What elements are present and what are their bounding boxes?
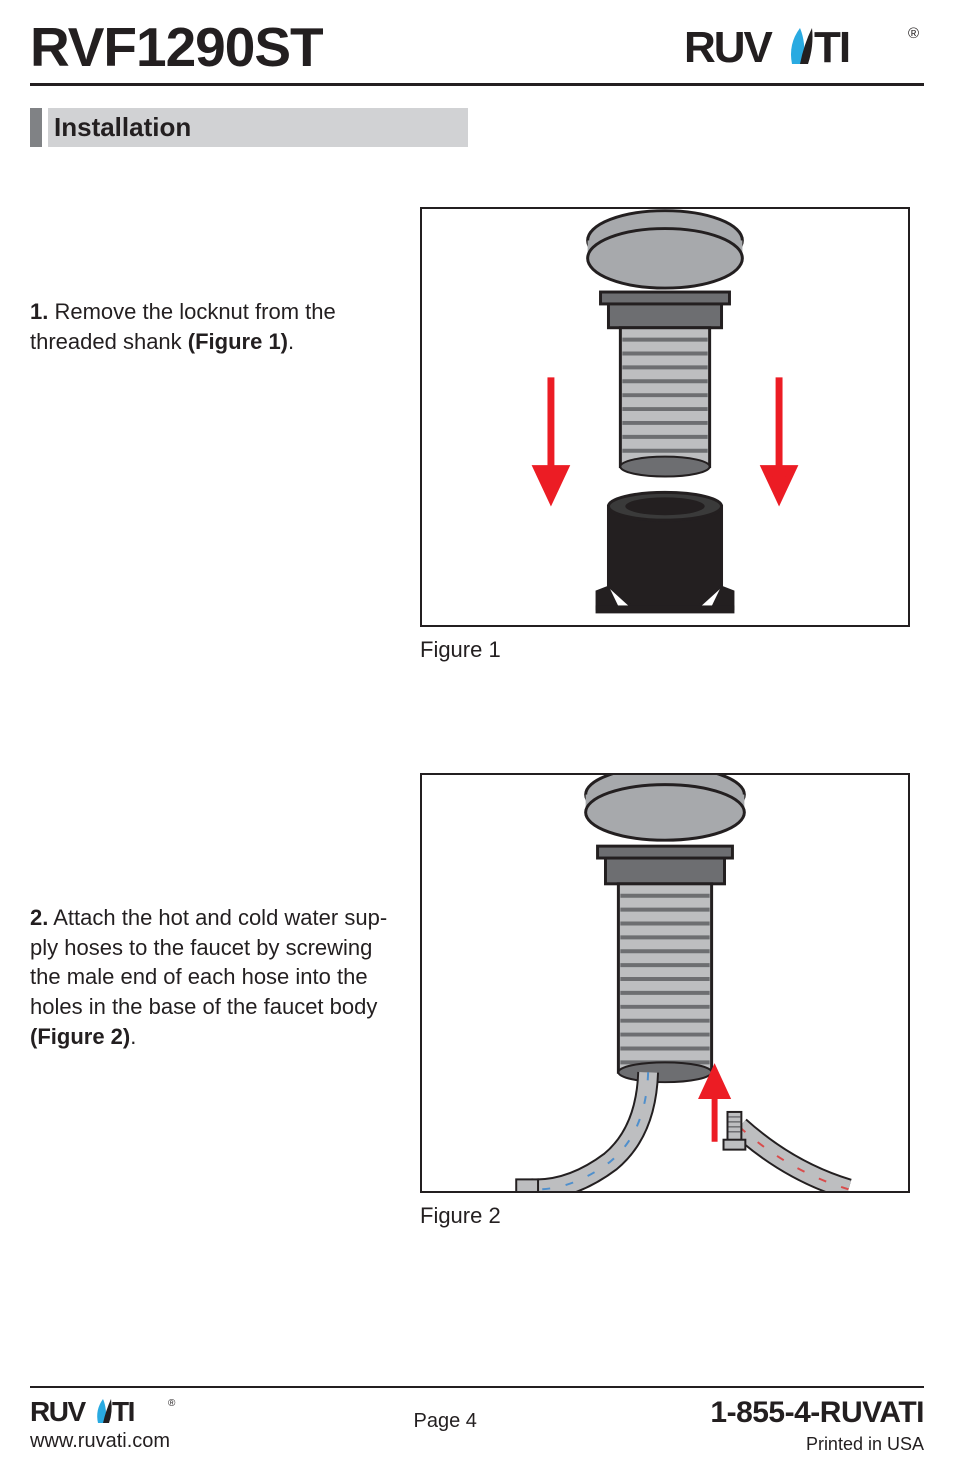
svg-text:TI: TI <box>814 24 849 72</box>
footer-website: www.ruvati.com <box>30 1430 180 1453</box>
svg-text:RUV: RUV <box>30 1396 86 1427</box>
svg-text:RUV: RUV <box>684 24 774 72</box>
brand-logo: RUV TI ® <box>684 24 924 77</box>
figure-1-column: Figure 1 <box>420 207 910 663</box>
step-2-period: . <box>130 1024 136 1049</box>
figure-1-caption: Figure 1 <box>420 637 910 663</box>
step-2-row: 2. Attach the hot and cold water sup­ply… <box>30 773 924 1229</box>
svg-text:®: ® <box>168 1398 176 1409</box>
footer-logo: RUV TI ® <box>30 1396 180 1428</box>
step-2-ref: (Figure 2) <box>30 1024 130 1049</box>
step-2-number: 2. <box>30 905 48 930</box>
footer-left: RUV TI ® www.ruvati.com <box>30 1396 180 1453</box>
figure-2-box <box>420 773 910 1193</box>
section-accent-bar <box>30 108 42 147</box>
figure-2-column: Figure 2 <box>420 773 910 1229</box>
content-area: 1. Remove the locknut from the threaded … <box>30 207 924 1229</box>
footer-page-number: Page 4 <box>414 1396 477 1433</box>
section-header: Installation <box>30 108 924 147</box>
step-1-number: 1. <box>30 299 48 324</box>
page-header: RVF1290ST RUV TI ® <box>30 20 924 86</box>
figure-1-box <box>420 207 910 627</box>
step-1-text: 1. Remove the locknut from the threaded … <box>30 207 400 356</box>
section-title: Installation <box>48 108 468 147</box>
step-2-text: 2. Attach the hot and cold water sup­ply… <box>30 773 400 1051</box>
step-1-row: 1. Remove the locknut from the threaded … <box>30 207 924 663</box>
footer-printed: Printed in USA <box>710 1434 924 1455</box>
page-footer: RUV TI ® www.ruvati.com Page 4 1-855-4-R… <box>30 1386 924 1455</box>
svg-text:®: ® <box>908 25 919 42</box>
model-number: RVF1290ST <box>30 20 323 75</box>
footer-right: 1-855-4-RUVATI Printed in USA <box>710 1396 924 1455</box>
svg-text:TI: TI <box>112 1396 134 1427</box>
footer-phone: 1-855-4-RUVATI <box>710 1396 924 1430</box>
step-1-period: . <box>288 329 294 354</box>
step-1-ref: (Figure 1) <box>188 329 288 354</box>
figure-1-svg <box>422 207 908 627</box>
figure-2-caption: Figure 2 <box>420 1203 910 1229</box>
figure-2-svg <box>422 773 908 1193</box>
step-2-body: Attach the hot and cold water sup­ply ho… <box>30 905 387 1019</box>
